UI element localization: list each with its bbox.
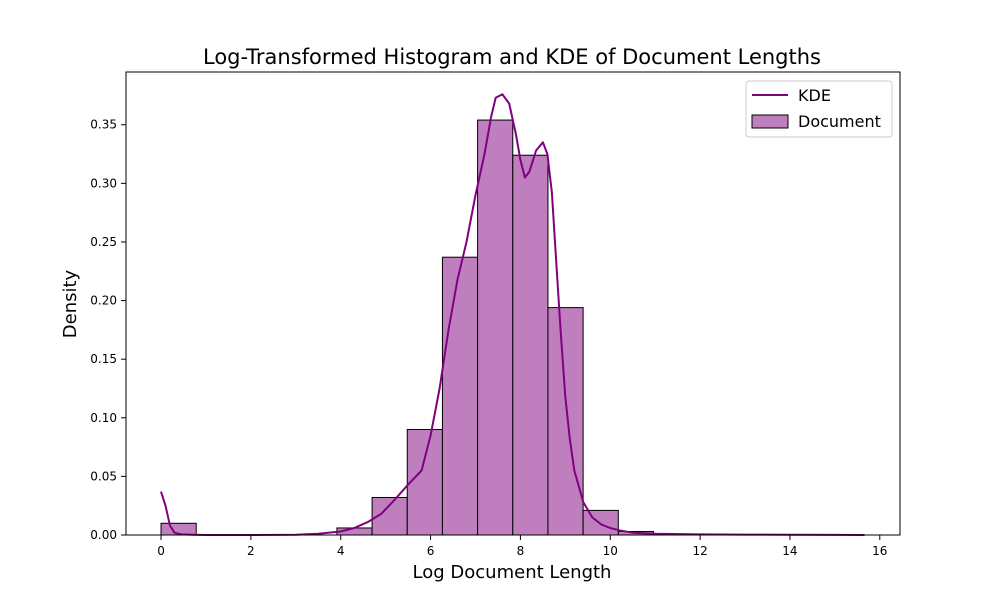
x-tick-label: 0	[157, 544, 165, 558]
x-tick-label: 14	[782, 544, 797, 558]
y-axis-ticks: 0.00 0.05 0.10 0.15 0.20 0.25 0.30 0.35	[90, 118, 126, 542]
y-tick-label: 0.25	[90, 235, 117, 249]
x-axis-ticks: 0 2 4 6 8 10 12 14 16	[157, 535, 887, 558]
x-tick-label: 16	[872, 544, 887, 558]
kde-series	[160, 93, 865, 536]
histogram-bar	[582, 509, 619, 536]
histogram-bar	[547, 307, 584, 536]
x-tick-label: 4	[337, 544, 345, 558]
legend: KDE Document	[745, 80, 893, 138]
histogram-bar	[477, 119, 514, 536]
y-tick-label: 0.10	[90, 411, 117, 425]
x-tick-label: 6	[427, 544, 435, 558]
x-tick-label: 2	[247, 544, 255, 558]
y-tick-label: 0.05	[90, 469, 117, 483]
kde-line	[160, 93, 865, 536]
y-tick-label: 0.35	[90, 118, 117, 132]
histogram-bar	[512, 154, 549, 536]
x-axis-label: Log Document Length	[413, 562, 612, 583]
y-tick-label: 0.15	[90, 352, 117, 366]
legend-kde-label: KDE	[798, 86, 831, 105]
histogram-bar	[441, 256, 479, 536]
y-tick-label: 0.00	[90, 528, 117, 542]
x-tick-label: 8	[517, 544, 525, 558]
legend-document-label: Document	[798, 112, 881, 131]
x-tick-label: 10	[603, 544, 618, 558]
y-tick-label: 0.30	[90, 176, 117, 190]
histogram-bar	[406, 429, 443, 536]
legend-document-swatch	[751, 114, 789, 129]
y-tick-label: 0.20	[90, 294, 117, 308]
histogram-bars	[160, 119, 654, 536]
x-tick-label: 12	[692, 544, 707, 558]
chart-title: Log-Transformed Histogram and KDE of Doc…	[203, 45, 821, 69]
y-axis-label: Density	[60, 269, 81, 338]
plot-frame	[125, 71, 901, 536]
